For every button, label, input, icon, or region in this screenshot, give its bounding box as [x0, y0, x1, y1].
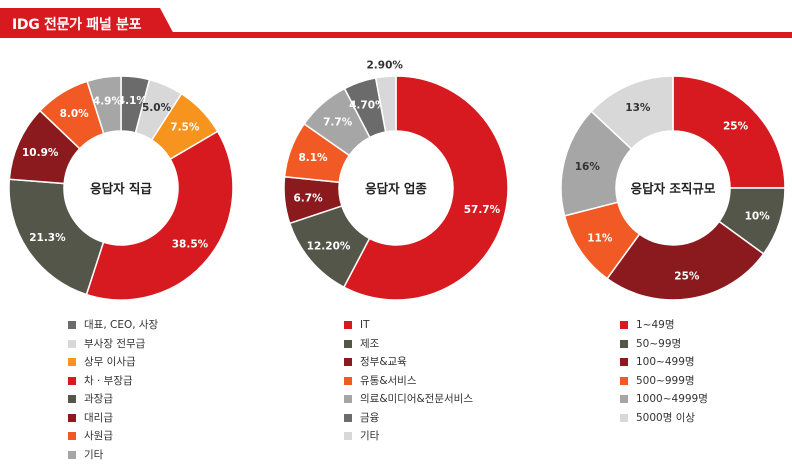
slice-value-label: 4.9% [93, 96, 123, 108]
legend-swatch [620, 358, 628, 366]
chart-center-title: 응답자 업종 [365, 181, 427, 196]
legend-item: 100~499명 [620, 353, 708, 372]
slice-value-label: 7.7% [323, 116, 353, 128]
legend-swatch [344, 432, 352, 440]
legend-label: 사원급 [84, 427, 113, 446]
slice-value-label: 10% [745, 210, 771, 222]
legend-swatch [620, 414, 628, 422]
legend-swatch [344, 340, 352, 348]
legend-item: 부사장 전무급 [68, 335, 158, 354]
legend-swatch [68, 395, 76, 403]
legend-item: 제조 [344, 335, 473, 354]
legend-label: 의료&미디어&전문서비스 [360, 390, 473, 409]
legend-item: 차 · 부장급 [68, 372, 158, 391]
legend-swatch [68, 321, 76, 329]
legend-swatch [68, 414, 76, 422]
slice-value-label: 13% [625, 102, 651, 114]
legend-item: 1000~4999명 [620, 390, 708, 409]
charts-area: 4.1%5.0%7.5%38.5%21.3%10.9%8.0%4.9%응답자 직… [0, 0, 792, 310]
legend-item: 500~999명 [620, 372, 708, 391]
legend-item: 50~99명 [620, 335, 708, 354]
slice-value-label: 6.7% [293, 193, 323, 205]
slice-value-label: 57.7% [464, 204, 501, 216]
slice-value-label: 11% [587, 233, 613, 245]
legend-swatch [68, 451, 76, 459]
legend-swatch [344, 395, 352, 403]
legend-item: 기타 [344, 427, 473, 446]
legend-label: IT [360, 316, 370, 335]
legend-label: 50~99명 [636, 335, 681, 354]
slice-value-label: 7.5% [170, 122, 200, 134]
slice-value-label: 16% [575, 161, 601, 173]
legend-label: 상무 이사급 [84, 353, 136, 372]
legend-swatch [344, 377, 352, 385]
legend-item: 금융 [344, 409, 473, 428]
legend-swatch [344, 321, 352, 329]
legend-item: 사원급 [68, 427, 158, 446]
legend-label: 제조 [360, 335, 379, 354]
legend-label: 5000명 이상 [636, 409, 695, 428]
legend-item: IT [344, 316, 473, 335]
chart-center-title: 응답자 직급 [90, 181, 152, 196]
legend-swatch [68, 432, 76, 440]
legend-swatch [620, 395, 628, 403]
legend-label: 기타 [84, 446, 103, 464]
legend-swatch [620, 340, 628, 348]
legend-item: 1~49명 [620, 316, 708, 335]
legend-label: 1000~4999명 [636, 390, 708, 409]
legend-label: 부사장 전무급 [84, 335, 145, 354]
donut-chart-2: 25% 10% 25% 11% 16% 13% 응답자 조직규모 [561, 76, 785, 300]
donut-chart-1: 57.7%12.20%6.7%8.1%7.7%4.70%2.90%응답자 업종 [284, 60, 508, 300]
legend-label: 과장급 [84, 390, 113, 409]
slice-value-label: 8.0% [60, 108, 90, 120]
legend-swatch [68, 340, 76, 348]
legend-item: 기타 [68, 446, 158, 464]
legend-item: 대리급 [68, 409, 158, 428]
legend-swatch [68, 358, 76, 366]
legend-swatch [344, 358, 352, 366]
slice-value-label: 10.9% [22, 147, 59, 159]
legend-item: 대표, CEO, 사장 [68, 316, 158, 335]
legend-label: 500~999명 [636, 372, 695, 391]
legend-swatch [344, 414, 352, 422]
legend-swatch [620, 321, 628, 329]
legend-label: 대표, CEO, 사장 [84, 316, 158, 335]
legend-label: 유통&서비스 [360, 372, 417, 391]
slice-value-label: 2.90% [366, 60, 403, 72]
slice-value-label: 8.1% [298, 152, 328, 164]
legend-label: 차 · 부장급 [84, 372, 133, 391]
legend-label: 대리급 [84, 409, 113, 428]
legend-label: 1~49명 [636, 316, 675, 335]
legend-item: 의료&미디어&전문서비스 [344, 390, 473, 409]
slice-value-label: 38.5% [172, 238, 209, 250]
legend-item: 5000명 이상 [620, 409, 708, 428]
legend-label: 100~499명 [636, 353, 695, 372]
legend-swatch [620, 377, 628, 385]
legend-swatch [68, 377, 76, 385]
legend-item: 정부&교육 [344, 353, 473, 372]
slice-value-label: 25% [723, 120, 749, 132]
legend-item: 과장급 [68, 390, 158, 409]
legend-label: 기타 [360, 427, 379, 446]
slice-value-label: 21.3% [29, 232, 66, 244]
slice-value-label: 5.0% [142, 102, 172, 114]
legend-item: 유통&서비스 [344, 372, 473, 391]
legend-item: 상무 이사급 [68, 353, 158, 372]
slice-value-label: 12.20% [307, 240, 351, 252]
chart-center-title: 응답자 조직규모 [631, 181, 716, 196]
donut-slice [86, 131, 233, 300]
slice-value-label: 25% [674, 270, 700, 282]
donut-charts-svg: 4.1%5.0%7.5%38.5%21.3%10.9%8.0%4.9%응답자 직… [0, 0, 792, 310]
legend-label: 금융 [360, 409, 379, 428]
donut-chart-0: 4.1%5.0%7.5%38.5%21.3%10.9%8.0%4.9%응답자 직… [9, 76, 233, 300]
legend-label: 정부&교육 [360, 353, 407, 372]
